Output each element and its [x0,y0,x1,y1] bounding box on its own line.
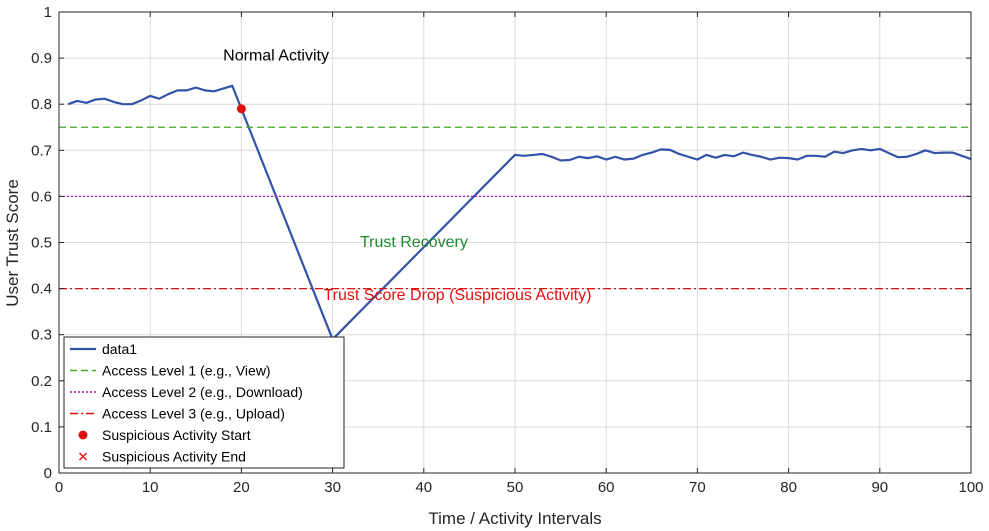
y-tick-label: 0.6 [31,188,52,205]
legend: data1 Access Level 1 (e.g., View) Access L… [63,336,345,469]
marker-suspicious-activity-start [236,104,246,114]
x-tick-label: 20 [233,479,250,496]
x-axis-label: Time / Activity Intervals [428,509,601,528]
legend-swatch-end-marker [79,452,87,461]
annotation-1: Trust Recovery [360,234,468,251]
y-tick-label: 0.5 [31,235,52,252]
markers-layer [236,104,246,114]
y-tick-label: 0.8 [31,96,52,113]
x-tick-label: 80 [780,479,797,496]
x-tick-label: 60 [598,479,615,496]
x-tick-label: 50 [507,479,524,496]
legend-label-3: Access Level 3 (e.g., Upload) [102,406,285,422]
y-tick-label: 0.9 [31,50,52,67]
y-axis-label: User Trust Score [3,179,22,307]
annotation-0: Normal Activity [223,47,329,64]
x-tick-label: 100 [958,479,983,496]
x-tick-label: 10 [142,479,159,496]
x-tick-label: 0 [55,479,63,496]
axes [58,11,972,474]
annotations-layer: Normal Activity Trust Recovery Trust Score… [223,47,591,304]
y-tick-label: 0.4 [31,281,52,298]
legend-label-5: Suspicious Activity End [102,449,246,465]
legend-label-1: Access Level 1 (e.g., View) [102,363,271,379]
y-tick-label: 0.2 [31,373,52,390]
legend-label-0: data1 [102,341,137,357]
annotation-2: Trust Score Drop (Suspicious Activity) [323,287,591,304]
x-tick-label: 90 [871,479,888,496]
series-line-data1 [67,84,972,341]
y-tick-label: 0.1 [31,419,52,436]
series-layer [59,84,972,341]
x-tick-label: 40 [415,479,432,496]
y-tick-label: 0 [44,465,52,482]
y-tick-label: 1 [44,4,52,21]
y-tick-label: 0.3 [31,327,52,344]
legend-box [63,336,345,469]
legend-label-2: Access Level 2 (e.g., Download) [102,384,303,400]
x-tick-label: 70 [689,479,706,496]
legend-swatch-start-marker [78,430,88,440]
legend-label-4: Suspicious Activity Start [102,427,251,443]
x-tick-label: 30 [324,479,341,496]
y-tick-label: 0.7 [31,142,52,159]
tick-labels: 0 10 20 30 40 50 60 70 80 90 100 0 0.1 0.2 0.3 0.4 0.5 0.… [31,4,983,496]
